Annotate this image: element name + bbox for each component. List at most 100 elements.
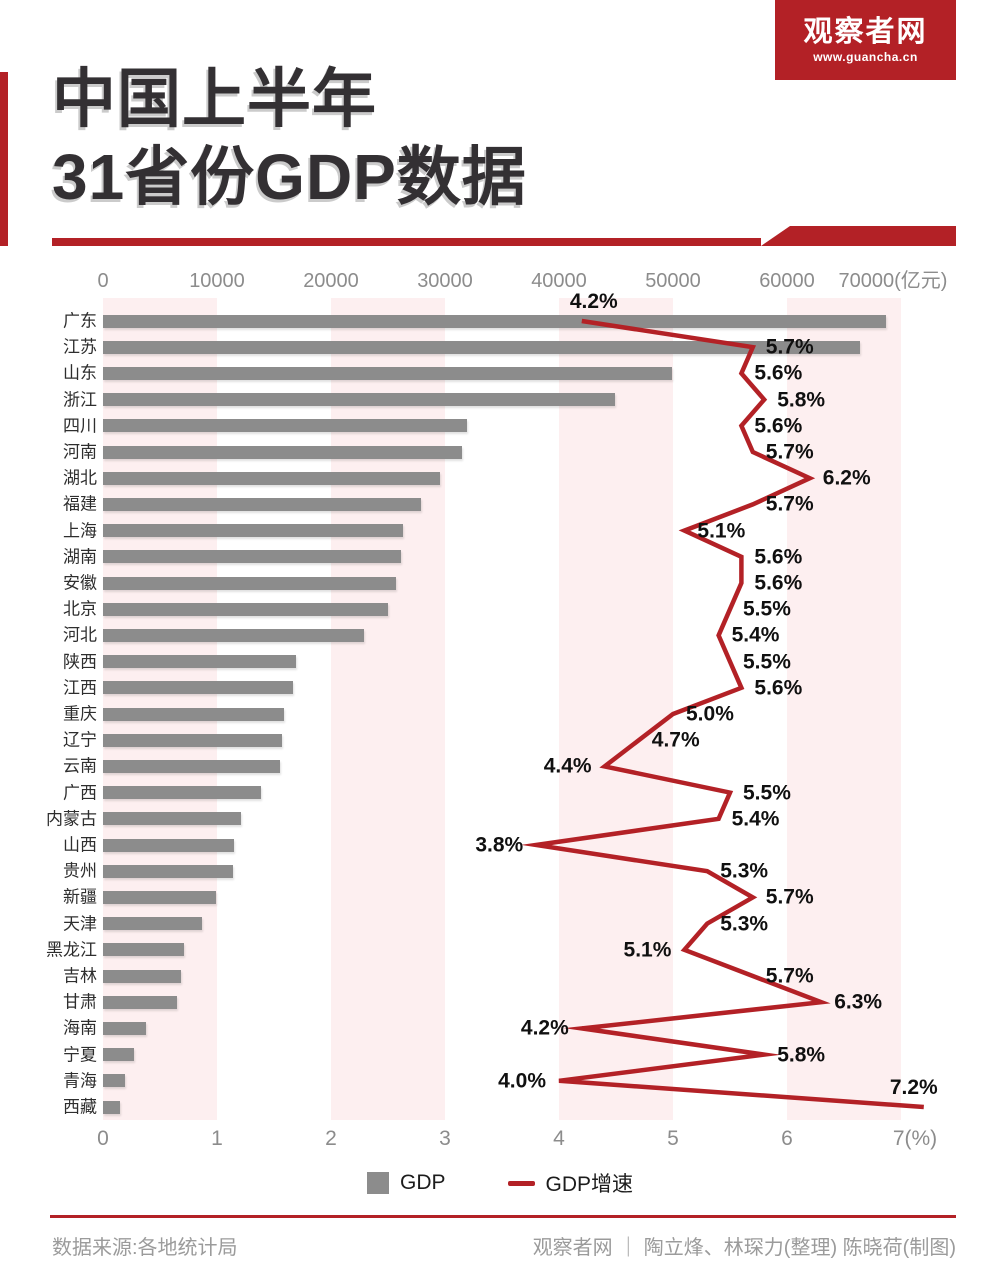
growth-value-label: 4.2%	[520, 1016, 569, 1040]
province-label: 陕西	[63, 652, 97, 672]
province-label: 新疆	[63, 887, 97, 907]
x-axis-top-tick: 60000	[759, 270, 815, 292]
gdp-bar	[103, 812, 241, 826]
province-label: 吉林	[63, 966, 97, 986]
growth-value-label: 7.2%	[889, 1076, 938, 1099]
guancha-logo-name: 观察者网	[803, 15, 928, 48]
province-label: 安徽	[63, 573, 97, 593]
gdp-bar	[103, 1074, 125, 1088]
gdp-growth-line-chart	[520, 318, 924, 1110]
province-label: 福建	[63, 494, 97, 514]
gdp-bar	[103, 419, 467, 433]
x-axis-bottom-tick: 4	[553, 1127, 565, 1150]
title-divider-bar	[52, 238, 761, 246]
province-label: 贵州	[63, 861, 97, 881]
province-label: 北京	[63, 599, 97, 619]
gdp-bar	[103, 786, 262, 800]
gdp-bar	[103, 366, 672, 380]
legend-label-growth: GDP增速	[545, 1173, 634, 1196]
gdp-bar	[103, 759, 280, 773]
growth-value-label: 5.6%	[754, 545, 803, 569]
x-axis-top-tick: 0	[97, 270, 109, 292]
growth-value-label: 5.5%	[743, 781, 791, 805]
gdp-bar	[103, 471, 441, 485]
gdp-bar	[103, 602, 388, 616]
divider-notch-shape	[761, 226, 956, 246]
plot-area: 4.2% 5.7% 5.6% 5.8% 5.6% 5.7% 6.2% 5.7% 5.1% 5.6%…	[103, 291, 938, 1120]
legend-item-growth: GDP增速	[507, 1168, 634, 1198]
gdp-growth-line	[520, 318, 924, 1110]
province-label: 广东	[63, 311, 97, 331]
x-axis-bottom-tick: 0	[97, 1127, 109, 1150]
growth-value-label: 5.4%	[731, 623, 780, 647]
province-label: 江苏	[63, 337, 97, 357]
province-label: 青海	[63, 1071, 97, 1091]
category-axis-provinces: 广东 江苏 山东 浙江 四川 河南 湖北 福建 上海 湖南 安徽 北京 河北 陕西 江西 重庆 辽宁 云南 广西 内蒙…	[0, 298, 97, 1120]
x-axis-top-tick: 50000	[645, 270, 701, 292]
data-source-text: 数据来源:各地统计局	[52, 1237, 238, 1259]
growth-value-label: 5.8%	[777, 1043, 826, 1067]
province-label: 云南	[63, 756, 97, 776]
province-label: 山东	[63, 363, 97, 383]
growth-value-label: 5.5%	[743, 650, 791, 674]
growth-value-label: 6.3%	[834, 990, 883, 1014]
growth-value-label: 5.4%	[731, 807, 780, 831]
growth-value-label: 5.8%	[777, 388, 826, 412]
gdp-bar	[103, 497, 422, 511]
x-axis-bottom-tick: 2	[325, 1127, 337, 1150]
grid-band	[331, 298, 445, 1120]
gdp-bar	[103, 1100, 121, 1114]
legend-item-gdp: GDP	[366, 1171, 446, 1195]
gdp-bar	[103, 969, 181, 983]
x-axis-bottom-tick: 7(%)	[892, 1127, 938, 1150]
growth-value-label: 5.6%	[754, 676, 803, 700]
gdp-bar	[103, 943, 184, 957]
gdp-bar	[103, 917, 203, 931]
gdp-bar	[103, 1021, 147, 1035]
province-label: 黑龙江	[46, 940, 97, 960]
footer-divider-line	[50, 1215, 956, 1218]
province-label: 江西	[63, 678, 97, 698]
title-divider-notch	[761, 226, 956, 246]
province-label: 内蒙古	[46, 809, 97, 829]
grid-band	[787, 298, 901, 1120]
growth-value-label: 5.7%	[765, 492, 814, 516]
guancha-logo: 观察者网 www.guancha.cn	[775, 0, 956, 80]
x-axis-top-tick: 70000(亿元)	[838, 270, 948, 292]
grid-band	[559, 298, 673, 1120]
growth-value-label: 5.1%	[697, 519, 746, 543]
growth-value-label: 5.3%	[720, 859, 769, 883]
gdp-bar	[103, 576, 396, 590]
growth-value-label: 5.7%	[765, 885, 814, 909]
gdp-bar	[103, 550, 401, 564]
x-axis-top-tick: 30000	[417, 270, 473, 292]
growth-value-label: 5.0%	[686, 702, 734, 726]
gdp-bar	[103, 524, 403, 538]
province-label: 甘肃	[63, 992, 97, 1012]
province-label: 河北	[63, 625, 97, 645]
x-axis-bottom-tick: 1	[211, 1127, 223, 1150]
gdp-bar	[103, 628, 365, 642]
gdp-bar	[103, 655, 296, 669]
gdp-bar	[103, 707, 285, 721]
x-axis-bottom-tick: 5	[667, 1127, 679, 1150]
header-left-accent-stripe	[0, 72, 8, 246]
gdp-bar	[103, 445, 463, 459]
guancha-logo-url: www.guancha.cn	[813, 49, 918, 64]
growth-value-label: 5.6%	[754, 361, 803, 385]
gdp-bar	[103, 838, 235, 852]
x-axis-bottom-tick: 3	[439, 1127, 451, 1150]
province-label: 海南	[63, 1018, 97, 1038]
x-axis-bottom: 0 1 2 3 4 5 6 7(%)	[97, 1126, 937, 1152]
province-label: 重庆	[63, 704, 97, 724]
credits-text: 观察者网 ｜ 陶立烽、林琛力(整理) 陈晓荷(制图)	[532, 1237, 956, 1259]
gdp-bar	[103, 681, 294, 695]
growth-value-label: 4.2%	[569, 290, 618, 313]
growth-value-label: 5.3%	[720, 912, 769, 936]
growth-value-label: 4.4%	[543, 754, 592, 778]
province-label: 湖北	[63, 468, 97, 488]
x-axis-top-tick: 20000	[303, 270, 359, 292]
gdp-bar-swatch-icon	[366, 1172, 389, 1194]
page-title-line-1: 中国上半年	[52, 63, 377, 135]
province-label: 广西	[63, 783, 97, 803]
